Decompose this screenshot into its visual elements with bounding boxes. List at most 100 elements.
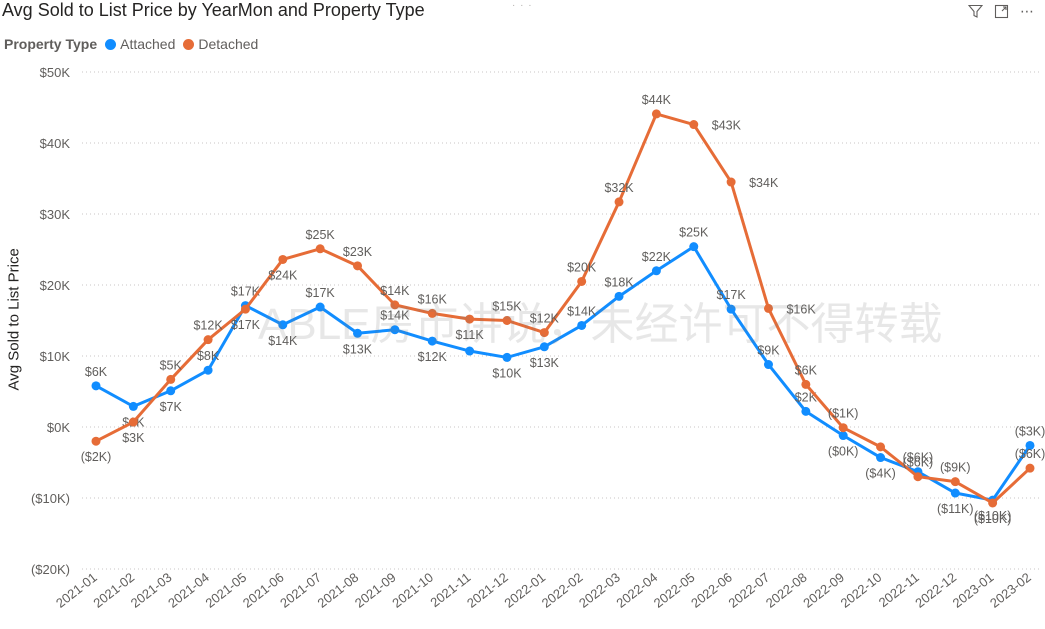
data-label-detached: ($1K)	[828, 407, 859, 421]
legend-label-detached: Detached	[198, 36, 259, 52]
data-point-detached	[876, 442, 886, 452]
x-tick-label: 2021-07	[277, 570, 324, 611]
data-point-detached	[390, 300, 400, 310]
data-label-detached: ($6K)	[903, 456, 934, 470]
legend-marker-attached	[105, 38, 117, 50]
data-point-attached	[128, 401, 138, 411]
data-label-attached: $10K	[492, 366, 522, 380]
data-label-attached: $8K	[197, 349, 220, 363]
x-tick-label: 2022-06	[688, 570, 735, 611]
y-tick-label: $40K	[40, 136, 71, 151]
data-point-attached	[539, 342, 549, 352]
data-point-detached	[988, 498, 998, 508]
drag-handle-icon[interactable]: · · ·	[512, 0, 533, 11]
data-point-detached	[726, 177, 736, 187]
data-point-detached	[614, 197, 624, 207]
data-point-detached	[539, 328, 549, 338]
data-point-attached	[203, 365, 213, 375]
y-tick-label: $50K	[40, 65, 71, 80]
data-label-detached: $16K	[786, 302, 816, 316]
x-tick-label: 2022-05	[651, 570, 698, 611]
legend-marker-detached	[183, 38, 195, 50]
data-label-detached: $24K	[268, 268, 298, 282]
data-label-attached: $12K	[418, 350, 448, 364]
x-tick-label: 2022-09	[800, 570, 847, 611]
focus-mode-icon[interactable]	[993, 3, 1009, 19]
data-label-detached: $44K	[642, 93, 672, 107]
more-options-icon[interactable]: ⋯	[1020, 2, 1034, 19]
data-label-attached: $9K	[757, 344, 780, 358]
x-tick-label: 2021-10	[389, 570, 436, 611]
data-label-detached: $11K	[455, 328, 484, 342]
data-label-attached: ($4K)	[865, 467, 896, 481]
data-label-attached: ($11K)	[937, 502, 974, 516]
data-point-detached	[801, 379, 811, 389]
data-label-detached: $23K	[343, 245, 373, 259]
data-point-detached	[278, 254, 288, 264]
data-label-attached: ($10K)	[974, 509, 1012, 523]
data-label-detached: $20K	[567, 260, 597, 274]
data-point-attached	[390, 325, 400, 335]
x-tick-label: 2023-01	[950, 570, 997, 611]
data-point-detached	[651, 109, 661, 119]
data-point-attached	[502, 352, 512, 362]
filter-icon[interactable]	[967, 3, 983, 19]
x-tick-label: 2021-12	[464, 570, 511, 611]
data-label-detached: $6K	[795, 363, 818, 377]
data-label-detached: $12K	[530, 312, 560, 326]
x-tick-label: 2022-12	[912, 570, 959, 611]
data-point-detached	[763, 303, 773, 313]
data-point-detached	[353, 261, 363, 271]
y-tick-label: $30K	[40, 207, 71, 222]
x-tick-label: 2023-02	[987, 570, 1034, 611]
x-tick-label: 2022-02	[539, 570, 586, 611]
legend: Property Type Attached Detached	[4, 36, 266, 52]
data-label-detached: $3K	[122, 431, 145, 445]
data-point-attached	[278, 320, 288, 330]
data-point-detached	[315, 244, 325, 254]
legend-title: Property Type	[4, 36, 98, 52]
data-label-attached: $13K	[530, 356, 560, 370]
data-point-attached	[689, 242, 699, 252]
data-label-attached: $2K	[795, 390, 818, 404]
data-label-detached: $25K	[306, 228, 336, 242]
data-label-attached: ($0K)	[828, 445, 859, 459]
data-point-attached	[353, 328, 363, 338]
data-label-detached: $32K	[604, 181, 634, 195]
legend-item-detached[interactable]: Detached	[183, 36, 258, 52]
x-tick-label: 2021-02	[90, 570, 137, 611]
data-label-attached: $14K	[567, 304, 597, 318]
x-tick-label: 2021-04	[165, 570, 212, 611]
y-tick-label: $10K	[40, 349, 71, 364]
x-tick-label: 2022-10	[838, 570, 885, 611]
y-tick-label: ($10K)	[31, 491, 70, 506]
x-tick-label: 2022-07	[725, 570, 772, 611]
data-label-detached: $43K	[712, 119, 742, 133]
visual-header-toolbar: ⋯	[967, 3, 1035, 19]
data-point-detached	[1025, 463, 1035, 473]
data-label-attached: $13K	[343, 342, 373, 356]
x-tick-label: 2022-04	[613, 570, 660, 611]
data-label-attached: $17K	[717, 288, 747, 302]
data-label-attached: $14K	[380, 309, 410, 323]
x-tick-label: 2022-11	[876, 570, 922, 611]
data-point-attached	[614, 291, 624, 301]
data-point-detached	[128, 417, 138, 427]
data-point-attached	[315, 302, 325, 312]
x-tick-label: 2022-01	[501, 570, 548, 611]
data-point-attached	[465, 346, 475, 356]
series-line-attached	[95, 245, 1032, 502]
x-tick-label: 2021-11	[427, 570, 473, 611]
data-point-detached	[838, 423, 848, 433]
data-label-detached: $16K	[418, 292, 448, 306]
series-line-detached	[95, 112, 1032, 505]
data-point-attached	[91, 381, 101, 391]
data-label-attached: $22K	[642, 250, 672, 264]
data-point-attached	[577, 320, 587, 330]
data-point-attached	[1025, 440, 1035, 450]
x-tick-label: 2021-08	[315, 570, 362, 611]
data-point-detached	[240, 304, 250, 314]
legend-item-attached[interactable]: Attached	[105, 36, 175, 52]
data-point-detached	[91, 436, 101, 446]
